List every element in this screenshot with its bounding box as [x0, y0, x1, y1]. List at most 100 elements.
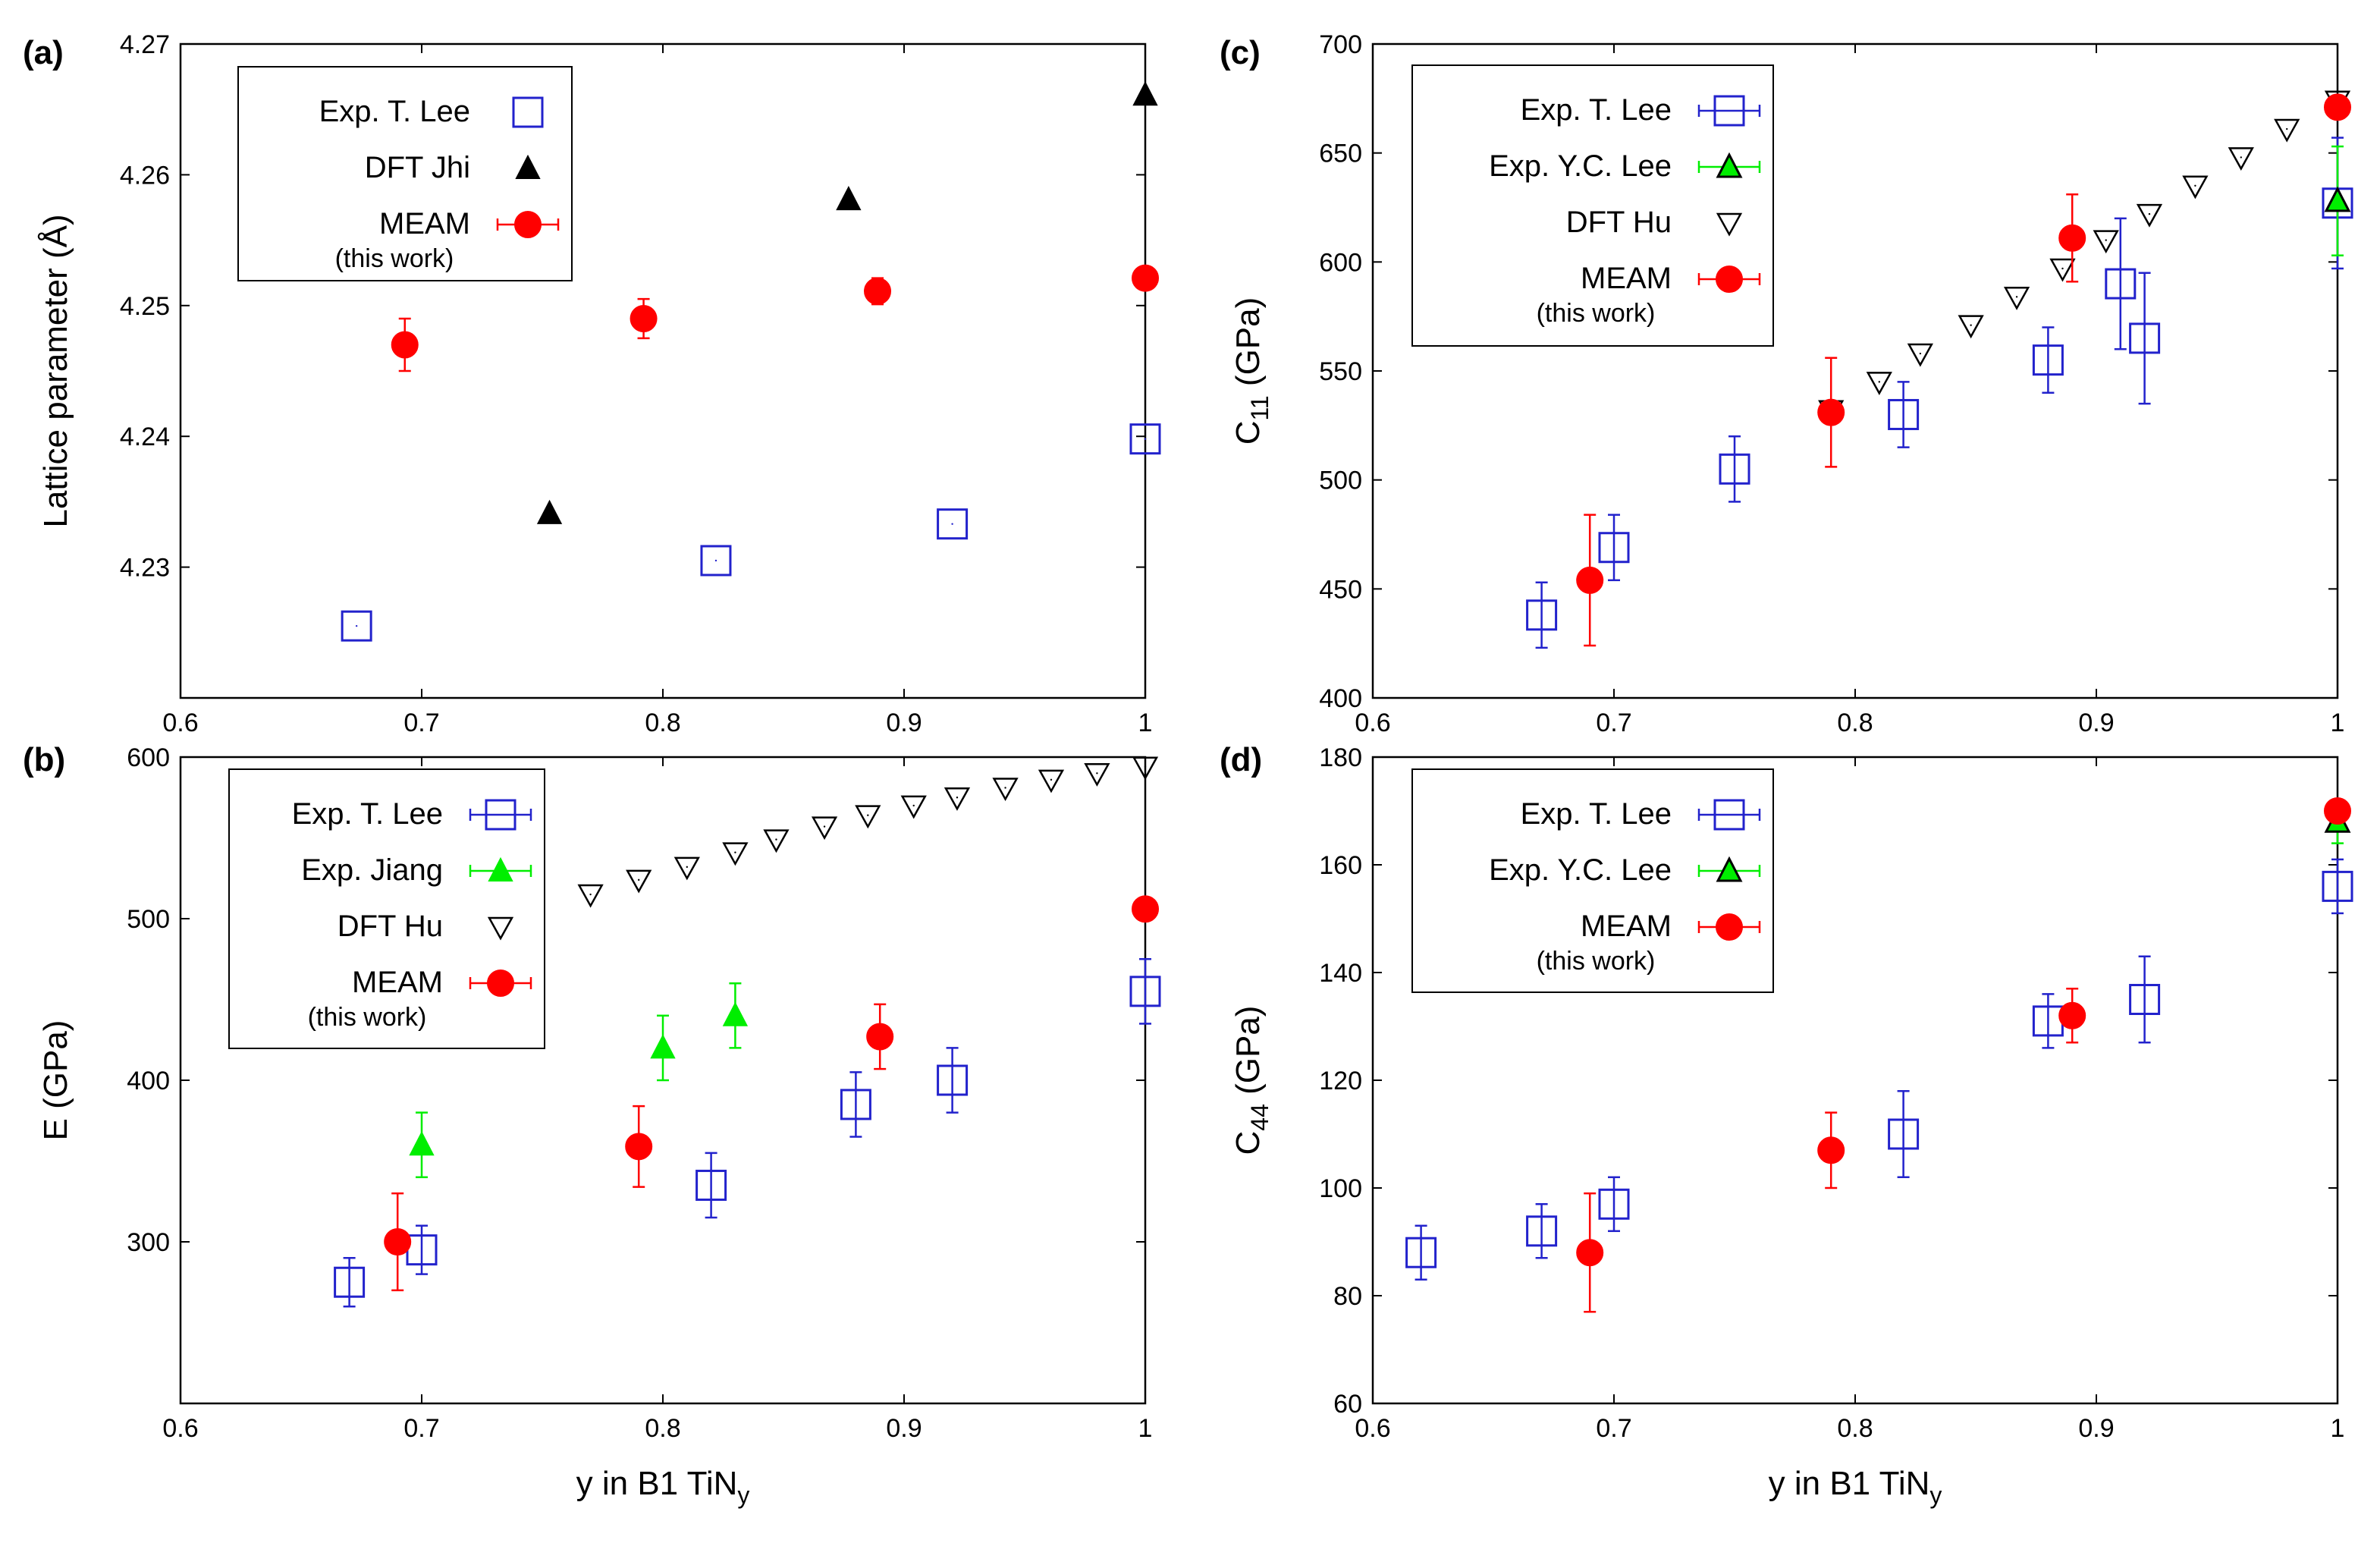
legend-marker — [487, 969, 514, 997]
x-tick-label: 0.6 — [162, 1414, 198, 1443]
legend-marker — [515, 154, 541, 179]
y-axis-label: C44 (GPa) — [1229, 1006, 1273, 1155]
data-point — [1038, 769, 1065, 793]
x-tick-label: 0.6 — [162, 709, 198, 737]
y-axis-label-main: C — [1229, 421, 1267, 445]
x-tick-label: 0.9 — [2078, 709, 2114, 737]
data-point-center — [2148, 212, 2151, 215]
data-point — [2058, 224, 2086, 252]
legend-marker — [487, 916, 514, 941]
data-point — [900, 795, 927, 819]
y-tick-label: 500 — [127, 905, 170, 934]
series-dft-hu — [577, 756, 1159, 908]
data-point — [722, 1001, 749, 1026]
legend-sublabel: (this work) — [308, 1003, 427, 1032]
data-point-center — [2015, 296, 2018, 298]
series-meam — [1576, 797, 2351, 1313]
data-point-center — [867, 814, 869, 816]
panel-label: (a) — [23, 34, 64, 71]
legend-marker — [485, 799, 517, 831]
panel-b: (b) 0.6 0.7 0.8 0.9 1 300 400 500 600 E (GPa) y in … — [23, 741, 1161, 1509]
panel-label: (b) — [23, 741, 65, 778]
legend: Exp. T. Lee Exp. Y.C. Lee MEAM (this work) — [1411, 768, 1774, 993]
data-point — [630, 305, 658, 333]
data-point — [334, 1266, 366, 1298]
x-tick-label: 0.7 — [403, 709, 439, 737]
data-point — [1132, 895, 1159, 923]
data-point-center — [589, 893, 592, 896]
data-point — [1132, 264, 1159, 292]
data-point — [937, 1064, 969, 1096]
data-point — [1576, 566, 1604, 594]
data-point — [673, 856, 700, 881]
data-point — [626, 869, 652, 894]
data-point-center — [2240, 156, 2242, 159]
legend-label: DFT Hu — [1566, 206, 1672, 239]
legend-sublabel: (this work) — [1537, 299, 1656, 328]
data-point — [1598, 532, 1630, 564]
y-axis-label: Lattice parameter (Å) — [37, 214, 74, 527]
legend-marker — [512, 96, 544, 128]
y-axis-label-main: E (GPa) — [37, 1020, 74, 1141]
data-point-center — [638, 878, 640, 881]
legend-box — [1411, 64, 1774, 347]
data-point-center — [956, 797, 959, 799]
y-tick-label: 120 — [1319, 1067, 1362, 1095]
data-point — [341, 610, 372, 642]
y-tick-label: 600 — [1319, 248, 1362, 277]
data-point-center — [1096, 772, 1098, 775]
data-point — [2129, 322, 2161, 354]
legend-marker — [1716, 152, 1743, 178]
data-point — [2136, 203, 2163, 228]
panel-label: (c) — [1220, 34, 1261, 71]
data-point — [864, 277, 892, 305]
legend-marker — [1713, 799, 1745, 831]
series-exp-t-lee — [1526, 137, 2353, 649]
y-tick-label: 550 — [1319, 357, 1362, 386]
data-point — [695, 1169, 727, 1201]
data-point — [1526, 599, 1558, 631]
legend-label: Exp. Y.C. Lee — [1489, 149, 1672, 183]
series-dft-hu — [1818, 90, 2351, 424]
y-tick-label: 100 — [1319, 1174, 1362, 1203]
data-point-center — [734, 851, 736, 853]
data-point-center — [1050, 778, 1053, 781]
data-point — [1132, 756, 1159, 781]
data-point — [2324, 186, 2351, 212]
data-point — [866, 1023, 894, 1051]
x-tick-label: 0.6 — [1355, 1414, 1390, 1443]
data-point — [577, 884, 604, 908]
y-axis-label: E (GPa) — [37, 1020, 74, 1141]
y-tick-label: 500 — [1319, 467, 1362, 495]
data-point — [2129, 984, 2161, 1015]
panel-a: (a) 0.6 0.7 0.8 0.9 1 4.23 4.24 4.25 4.26 4.27 Latt… — [23, 30, 1161, 737]
legend-marker — [514, 211, 542, 238]
legend-label: DFT Jhi — [365, 151, 470, 184]
legend-sublabel: (this work) — [335, 244, 454, 273]
legend-box — [1411, 768, 1774, 993]
data-point — [1958, 315, 1984, 339]
x-axis-label: y in B1 TiNy — [1769, 1465, 1942, 1509]
data-point — [2105, 268, 2137, 300]
y-tick-label: 700 — [1319, 30, 1362, 59]
data-point — [855, 805, 881, 829]
y-tick-label: 140 — [1319, 959, 1362, 988]
data-point — [1576, 1239, 1604, 1267]
legend-marker — [1713, 95, 1745, 127]
legend: Exp. T. Lee Exp. Jiang DFT Hu MEAM (this wor… — [228, 768, 545, 1049]
legend-label: Exp. T. Lee — [292, 797, 443, 831]
x-tick-label: 0.7 — [1596, 1414, 1631, 1443]
series-dft-jhi — [536, 81, 1158, 524]
legend-label: MEAM — [379, 207, 470, 240]
x-tick-label: 0.7 — [1596, 709, 1631, 737]
data-point — [700, 545, 732, 577]
legend-label: MEAM — [1581, 910, 1672, 943]
legend-box — [228, 768, 545, 1049]
y-tick-label: 60 — [1333, 1390, 1362, 1419]
data-point-center — [2286, 127, 2288, 130]
legend-sublabel: (this work) — [1537, 947, 1656, 976]
y-axis-label-sub: 11 — [1246, 395, 1273, 420]
legend-label: Exp. T. Lee — [319, 95, 470, 128]
